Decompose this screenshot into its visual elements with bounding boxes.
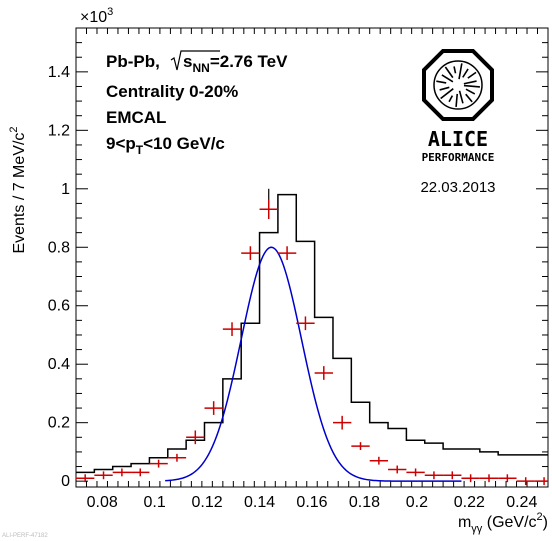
y-tick-label: 0.8 <box>48 239 70 256</box>
logo-ray <box>444 66 454 79</box>
logo-ray <box>467 71 477 79</box>
x-tick-label: 0.24 <box>506 494 537 511</box>
logo-ray <box>458 63 463 80</box>
logo-tagline: PERFORMANCE <box>422 151 495 164</box>
logo-ray <box>455 93 459 107</box>
logo-octagon <box>422 49 494 121</box>
logo-ray <box>465 93 473 103</box>
x-tick-label: 0.22 <box>454 494 485 511</box>
alice-logo <box>422 49 494 121</box>
collision-system: Pb-Pb, <box>106 52 160 71</box>
plot-area: 0.08 0.1 0.12 0.14 0.16 0.18 0.2 0.22 0.24 0 0.2 0.… <box>48 27 549 511</box>
y-multiplier: ×103 <box>80 6 113 26</box>
y-tick-label: 0.2 <box>48 415 70 432</box>
x-tick-label: 0.18 <box>349 494 380 511</box>
gaussian-fit-curve <box>165 246 462 482</box>
x-tick-label: 0.1 <box>144 494 166 511</box>
logo-rays <box>436 63 480 107</box>
logo-ray <box>463 84 480 88</box>
centrality-label: Centrality 0-20% <box>106 82 238 101</box>
logo-ray <box>440 88 454 100</box>
x-tick-label: 0.08 <box>87 494 118 511</box>
sqrt-icon <box>170 50 220 71</box>
y-tick-label: 1 <box>61 181 70 198</box>
pt-range-label: 9<pT<10 GeV/c <box>106 134 225 157</box>
x-axis-title: mγγ (GeV/c2) <box>458 511 548 535</box>
logo-ray <box>453 66 457 74</box>
logo-ray <box>462 68 469 78</box>
logo-circle <box>433 60 483 110</box>
y-tick-label: 1.2 <box>48 122 70 139</box>
logo-ray <box>439 86 450 91</box>
y-tick-label: 0.6 <box>48 298 70 315</box>
date-label: 22.03.2013 <box>420 179 495 196</box>
logo-ray <box>465 88 476 95</box>
logo-name: ALICE <box>428 127 488 151</box>
x-tick-label: 0.14 <box>244 494 275 511</box>
y-tick-label: 0.4 <box>48 356 70 373</box>
logo-ray <box>448 95 454 103</box>
figure-id: ALI-PERF-47182 <box>2 533 48 539</box>
y-tick-label: 0 <box>61 473 70 490</box>
plot-frame <box>75 27 549 488</box>
logo-ray <box>463 80 477 85</box>
x-tick-label: 0.16 <box>296 494 327 511</box>
logo-ray <box>458 90 464 104</box>
energy-label: sNN=2.76 TeV <box>183 52 288 75</box>
y-tick-label: 1.4 <box>48 64 70 81</box>
logo-ray <box>441 74 454 83</box>
x-tick-label: 0.12 <box>192 494 223 511</box>
x-tick-label: 0.2 <box>406 494 428 511</box>
info-block: Pb-Pb, sNN=2.76 TeV Centrality 0-20% EMC… <box>106 50 288 157</box>
logo-ray <box>436 80 447 84</box>
histogram-line <box>76 193 548 474</box>
detector-label: EMCAL <box>106 108 166 127</box>
y-axis-title: Events / 7 MeV/c2 <box>8 126 28 253</box>
